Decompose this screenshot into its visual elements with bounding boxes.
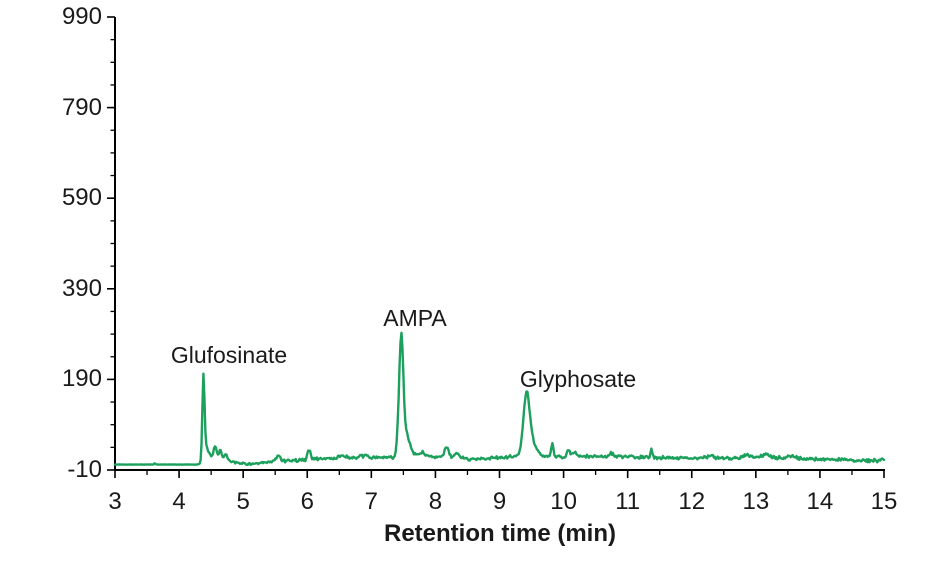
chromatogram-trace bbox=[113, 331, 886, 467]
